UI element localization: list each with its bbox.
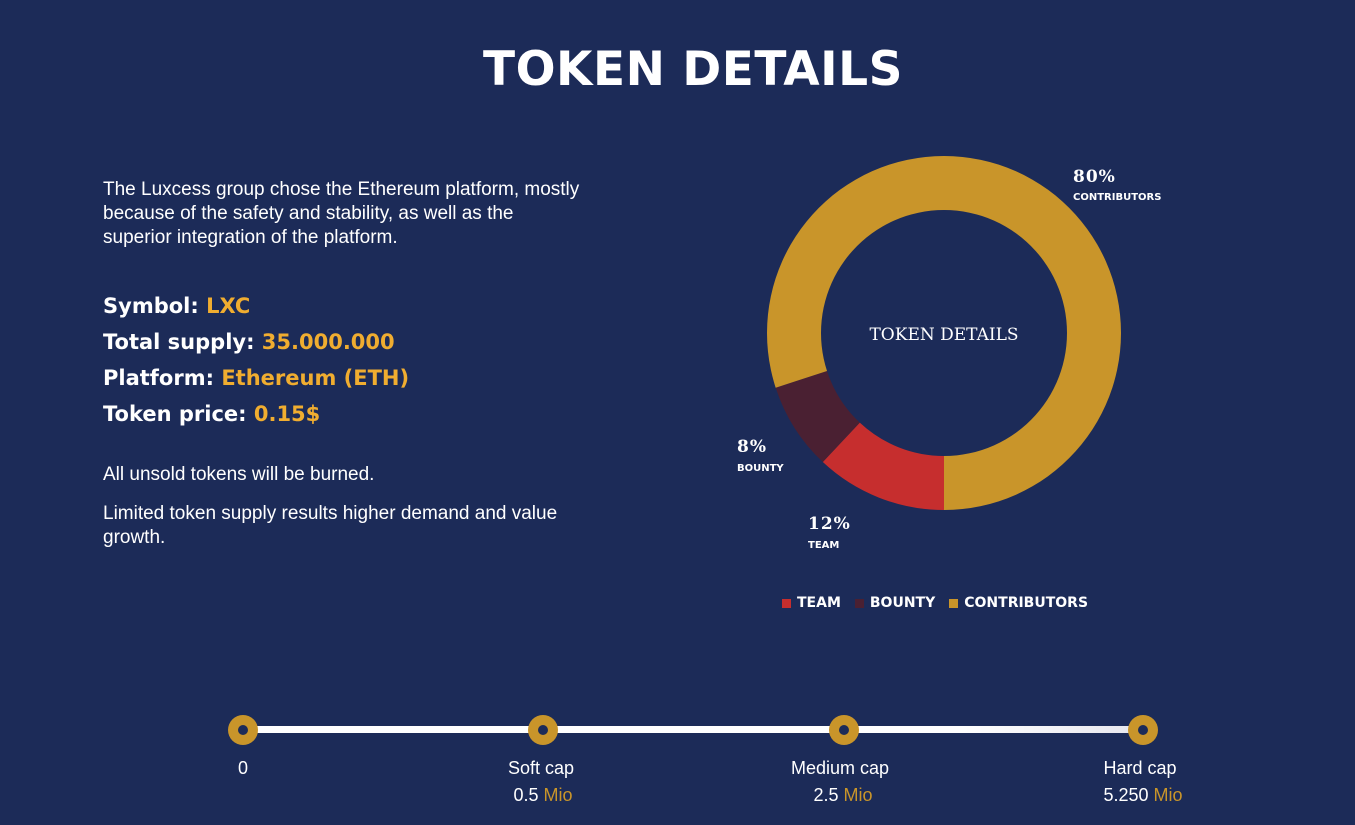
slice-name-contributors: CONTRIBUTORS (1073, 192, 1162, 203)
slice-label-team: 12% (808, 514, 851, 534)
spec-label: Token price: (103, 402, 247, 426)
legend-item-team: TEAM (782, 595, 841, 611)
slice-name-bounty: BOUNTY (737, 463, 784, 474)
legend-swatch-bounty (854, 598, 864, 608)
amount-unit: Mio (843, 785, 873, 805)
milestone-label-soft-cap: Soft cap (507, 758, 575, 778)
spec-value: 0.15$ (253, 402, 321, 426)
spec-label: Platform: (103, 366, 214, 390)
milestone-node-soft-cap (528, 715, 558, 745)
donut-center-label: TOKEN DETAILS (869, 325, 1018, 345)
milestone-amount-medium-cap: 2.5 Mio (743, 784, 943, 806)
spec-symbol: Symbol: LXC (103, 288, 623, 324)
legend-label: CONTRIBUTORS (964, 595, 1089, 611)
donut-chart: TOKEN DETAILS (767, 156, 1121, 510)
milestone-node-medium-cap (829, 715, 859, 745)
spec-value: LXC (206, 294, 251, 318)
legend-swatch-contributors (949, 598, 959, 608)
spec-platform: Platform: Ethereum (ETH) (103, 360, 623, 396)
spec-value: 35.000.000 (261, 330, 395, 354)
milestone-label-hard-cap: Hard cap (1103, 758, 1177, 778)
slice-name-team: TEAM (808, 540, 840, 551)
timeline-track (243, 726, 1144, 733)
spec-label: Symbol: (103, 294, 199, 318)
slice-label-contributors: 80% (1073, 167, 1116, 187)
legend-label: TEAM (797, 595, 841, 611)
spec-value: Ethereum (ETH) (221, 366, 410, 390)
milestone-amount-soft-cap: 0.5 Mio (443, 784, 643, 806)
token-distribution-chart: TOKEN DETAILS 80% CONTRIBUTORS 8% BOUNTY… (720, 140, 1190, 570)
legend-item-contributors: CONTRIBUTORS (949, 595, 1088, 611)
note-unsold-tokens: All unsold tokens will be burned. (103, 464, 375, 485)
chart-legend: TEAM BOUNTY CONTRIBUTORS (782, 595, 1102, 611)
amount-unit: Mio (1153, 785, 1183, 805)
amount-value: 2.5 (813, 785, 839, 805)
milestone-label-medium-cap: Medium cap (790, 758, 890, 778)
amount-value: 0.5 (513, 785, 539, 805)
milestone-label-start: 0 (237, 758, 248, 778)
spec-token-price: Token price: 0.15$ (103, 396, 623, 432)
milestone-amount-hard-cap: 5.250 Mio (1043, 784, 1243, 806)
page-title: TOKEN DETAILS (483, 42, 903, 97)
donut-slice-bounty (775, 371, 860, 463)
amount-unit: Mio (543, 785, 573, 805)
legend-item-bounty: BOUNTY (854, 595, 936, 611)
legend-swatch-team (782, 598, 791, 608)
note-limited-supply: Limited token supply results higher dema… (103, 503, 558, 548)
token-specs: Symbol: LXC Total supply: 35.000.000 Pla… (103, 288, 623, 432)
donut-slice-contributors (767, 156, 1121, 510)
intro-text: The Luxcess group chose the Ethereum pla… (103, 179, 580, 248)
milestone-node-start (228, 715, 258, 745)
legend-label: BOUNTY (869, 595, 936, 611)
spec-label: Total supply: (103, 330, 255, 354)
slice-label-bounty: 8% (737, 437, 767, 457)
milestone-node-hard-cap (1128, 715, 1158, 745)
spec-total-supply: Total supply: 35.000.000 (103, 324, 623, 360)
amount-value: 5.250 (1103, 785, 1149, 805)
donut-slice-team (822, 422, 944, 510)
